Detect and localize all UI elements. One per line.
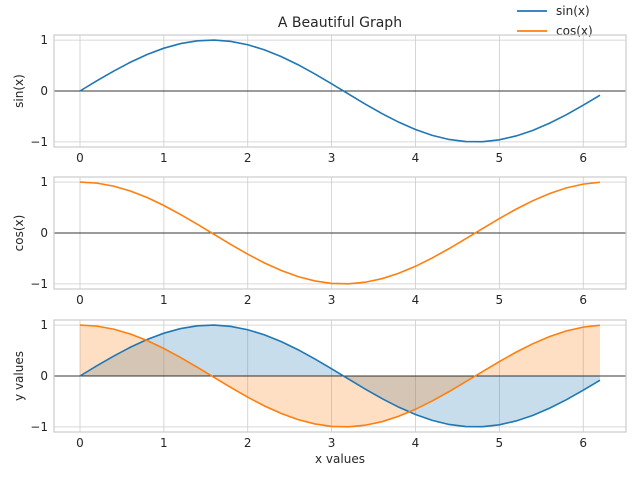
y-tick-label: −1 — [30, 135, 48, 149]
x-tick-label: 2 — [244, 436, 252, 450]
y-axis-label: cos(x) — [12, 215, 26, 252]
y-axis-label: sin(x) — [12, 74, 26, 108]
axes-frame — [53, 34, 627, 148]
x-tick-label: 3 — [328, 436, 336, 450]
legend-label: cos(x) — [556, 24, 593, 38]
x-tick-label: 5 — [496, 151, 504, 165]
x-tick-label: 0 — [76, 293, 84, 307]
x-axis-label: x values — [315, 452, 365, 466]
y-tick-label: 0 — [40, 84, 48, 98]
y-tick-label: 1 — [40, 175, 48, 189]
series-line-cosx — [79, 181, 601, 285]
x-tick-label: 5 — [496, 436, 504, 450]
series-line-cosx — [79, 324, 601, 428]
subplot-3: 0 1 2 3 4 5 6 −1 0 1 y values x values — [12, 318, 627, 466]
chart-title: A Beautiful Graph — [278, 15, 402, 31]
subplots: 0 1 2 3 4 5 6 −1 0 1 sin(x) 0 1 2 3 4 5 6 −1 0 1 cos(x) 0 1 2 3 4 5… — [12, 33, 627, 466]
y-tick-label: 1 — [40, 33, 48, 47]
x-tick-label: 1 — [160, 293, 168, 307]
x-tick-label: 6 — [579, 436, 587, 450]
x-tick-label: 2 — [244, 151, 252, 165]
legend-label: sin(x) — [556, 4, 590, 18]
y-tick-label: 0 — [40, 226, 48, 240]
x-tick-label: 3 — [328, 151, 336, 165]
axes-frame — [53, 319, 627, 433]
x-tick-label: 3 — [328, 293, 336, 307]
subplot-2: 0 1 2 3 4 5 6 −1 0 1 cos(x) — [12, 175, 627, 307]
x-tick-label: 1 — [160, 151, 168, 165]
x-tick-label: 4 — [412, 293, 420, 307]
x-tick-label: 6 — [579, 293, 587, 307]
y-axis-label: y values — [12, 351, 26, 401]
subplot-1: 0 1 2 3 4 5 6 −1 0 1 sin(x) — [12, 33, 627, 165]
x-tick-label: 6 — [579, 151, 587, 165]
y-tick-label: −1 — [30, 277, 48, 291]
series-line-sinx — [79, 324, 601, 428]
y-tick-label: −1 — [30, 420, 48, 434]
x-tick-label: 2 — [244, 293, 252, 307]
chart-legend: sin(x) cos(x) — [517, 4, 593, 38]
x-tick-label: 4 — [412, 436, 420, 450]
x-tick-label: 5 — [496, 293, 504, 307]
x-tick-label: 1 — [160, 436, 168, 450]
y-tick-label: 1 — [40, 318, 48, 332]
y-tick-label: 0 — [40, 369, 48, 383]
series-line-sinx — [79, 39, 601, 143]
x-tick-label: 0 — [76, 436, 84, 450]
axes-frame — [53, 176, 627, 290]
x-tick-label: 4 — [412, 151, 420, 165]
x-tick-label: 0 — [76, 151, 84, 165]
